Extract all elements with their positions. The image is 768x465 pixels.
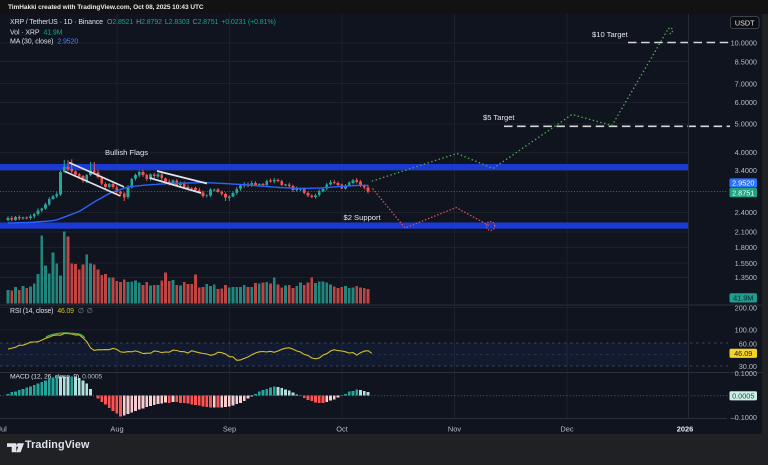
svg-text:Sep: Sep bbox=[223, 425, 236, 434]
svg-text:5.0000: 5.0000 bbox=[735, 120, 757, 129]
svg-text:7.0000: 7.0000 bbox=[735, 79, 757, 88]
svg-text:1.8000: 1.8000 bbox=[735, 243, 757, 252]
svg-text:6.0000: 6.0000 bbox=[735, 98, 757, 107]
svg-text:Jul: Jul bbox=[0, 425, 7, 434]
svg-text:3.4000: 3.4000 bbox=[735, 166, 757, 175]
svg-text:60.00: 60.00 bbox=[739, 340, 757, 349]
svg-text:Aug: Aug bbox=[110, 425, 123, 434]
svg-text:2.8751: 2.8751 bbox=[732, 188, 754, 197]
svg-text:$10 Target: $10 Target bbox=[592, 30, 629, 39]
svg-text:100.00: 100.00 bbox=[735, 326, 757, 335]
svg-text:10.0000: 10.0000 bbox=[731, 39, 757, 48]
svg-text:2.4000: 2.4000 bbox=[735, 208, 757, 217]
svg-text:8.5000: 8.5000 bbox=[735, 57, 757, 66]
svg-text:4.0000: 4.0000 bbox=[735, 148, 757, 157]
svg-text:0.1000: 0.1000 bbox=[735, 369, 757, 378]
svg-text:$5 Target: $5 Target bbox=[483, 113, 515, 122]
svg-text:MA (30, close)2.9520: MA (30, close) 2.9520 bbox=[10, 39, 78, 46]
svg-text:41.9M: 41.9M bbox=[733, 294, 753, 303]
svg-text:RSI (14, close)46.09∅∅: RSI (14, close) 46.09 ∅ ∅ bbox=[10, 308, 93, 315]
svg-text:1.5500: 1.5500 bbox=[735, 259, 757, 268]
svg-text:2.1000: 2.1000 bbox=[735, 228, 757, 237]
svg-text:2.9520: 2.9520 bbox=[732, 179, 754, 188]
svg-text:30.00: 30.00 bbox=[739, 362, 757, 371]
svg-text:200.00: 200.00 bbox=[735, 303, 757, 312]
svg-text:–0.1000: –0.1000 bbox=[731, 413, 757, 422]
svg-text:2026: 2026 bbox=[677, 425, 693, 434]
svg-text:USDT: USDT bbox=[735, 18, 755, 27]
svg-text:Bullish Flags: Bullish Flags bbox=[105, 148, 148, 157]
svg-text:0.0005: 0.0005 bbox=[732, 392, 754, 401]
svg-text:1.3500: 1.3500 bbox=[735, 273, 757, 282]
svg-text:Dec: Dec bbox=[560, 425, 573, 434]
svg-text:46.09: 46.09 bbox=[734, 349, 752, 358]
svg-text:Oct: Oct bbox=[336, 425, 348, 434]
svg-text:$2 Support: $2 Support bbox=[344, 213, 382, 222]
svg-text:Nov: Nov bbox=[448, 425, 461, 434]
